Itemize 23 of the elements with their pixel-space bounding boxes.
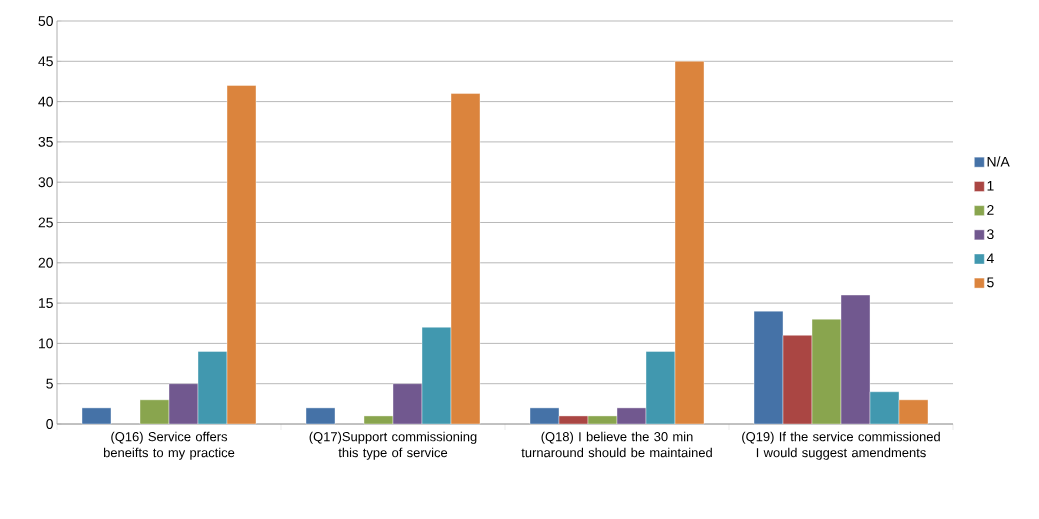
x-tick-label: (Q18) I believe the 30 min turnaround should be maintained [521, 431, 712, 458]
y-tick-label: 30 [38, 177, 53, 188]
y-tick-label: 35 [38, 136, 53, 147]
bar [305, 407, 336, 425]
legend-label: N/A [987, 156, 1010, 167]
legend-label: 1 [987, 180, 994, 191]
legend-label: 4 [986, 253, 994, 264]
bar [81, 407, 112, 425]
y-tick-label: 15 [39, 298, 53, 308]
y-tick-label: 45 [38, 56, 53, 67]
x-tick-label: (Q16) Service offers beneifts to my practice [103, 431, 235, 460]
y-tick-label: 25 [38, 217, 53, 228]
y-tick-label: 0 [46, 419, 53, 429]
y-tick-label: 10 [39, 338, 53, 349]
y-tick-label: 40 [38, 96, 53, 107]
legend-label: 5 [987, 277, 994, 288]
y-tick-label: 20 [38, 257, 53, 268]
y-tick-label: 5 [46, 378, 53, 389]
legend-label: 2 [987, 205, 994, 215]
legend-label: 3 [987, 229, 994, 240]
x-tick-label: (Q19) If the service commissioned I would suggest amendments [742, 431, 940, 460]
y-tick-label: 50 [38, 16, 53, 26]
x-tick-label: (Q17)Support commissioning this type of service [309, 431, 477, 460]
